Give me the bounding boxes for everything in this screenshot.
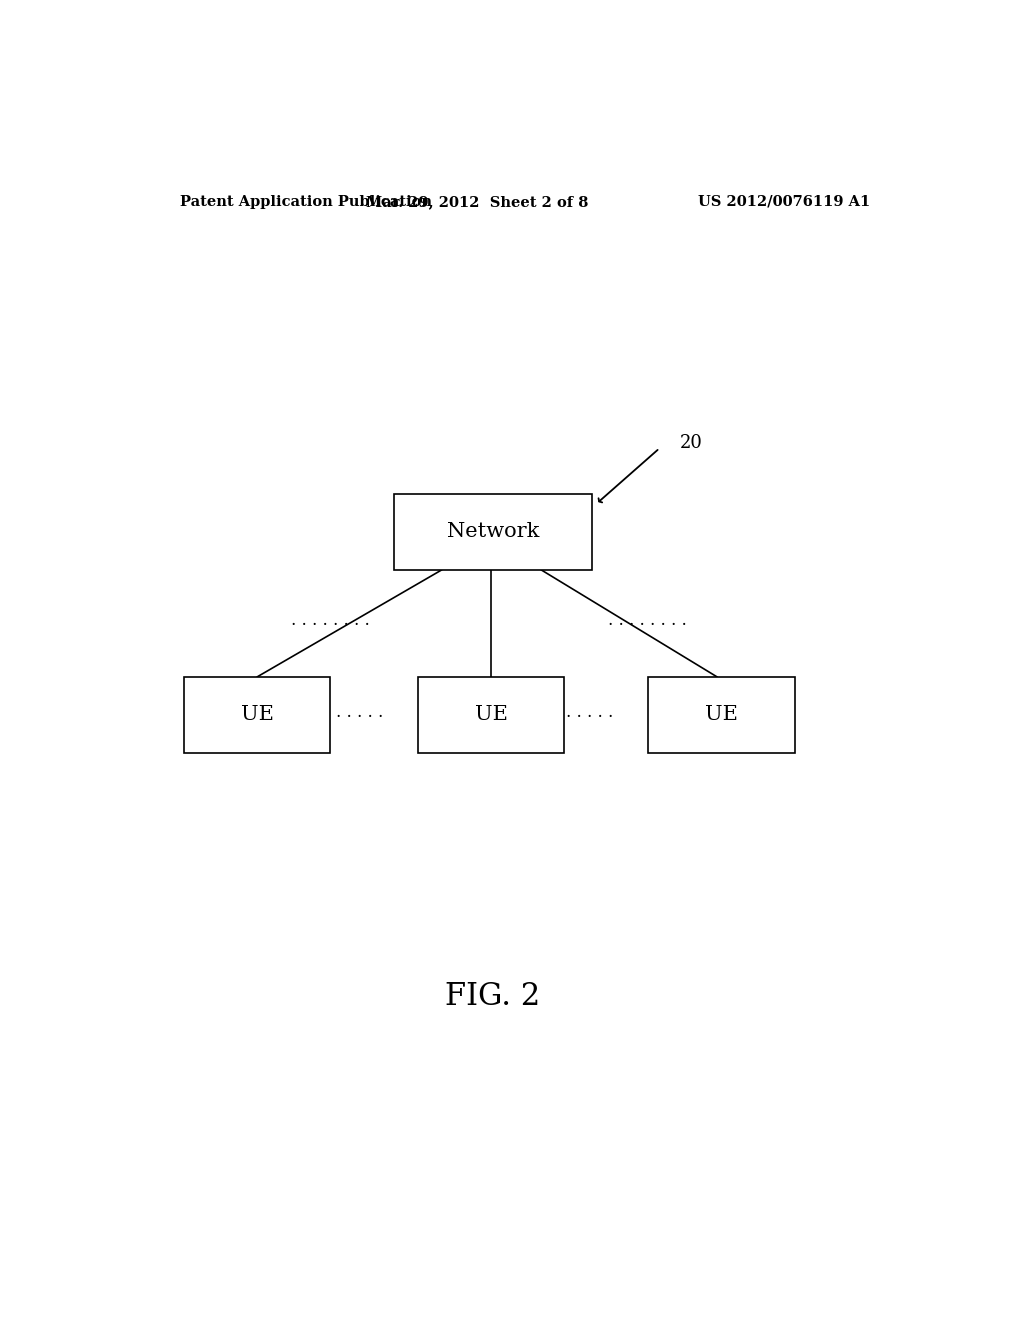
Text: UE: UE — [475, 705, 508, 725]
Text: US 2012/0076119 A1: US 2012/0076119 A1 — [697, 195, 870, 209]
Text: UE: UE — [241, 705, 273, 725]
Text: UE: UE — [705, 705, 737, 725]
Text: . . . . . . . .: . . . . . . . . — [608, 612, 687, 630]
Bar — [648, 677, 795, 752]
Text: . . . . .: . . . . . — [336, 704, 383, 721]
Text: . . . . .: . . . . . — [566, 704, 613, 721]
Text: Network: Network — [446, 523, 540, 541]
Bar — [183, 677, 331, 752]
Text: Mar. 29, 2012  Sheet 2 of 8: Mar. 29, 2012 Sheet 2 of 8 — [366, 195, 589, 209]
Text: FIG. 2: FIG. 2 — [445, 982, 541, 1012]
Text: . . . . . . . .: . . . . . . . . — [291, 612, 370, 630]
Bar — [418, 677, 564, 752]
Text: 20: 20 — [680, 434, 702, 451]
Bar — [394, 494, 592, 570]
Text: Patent Application Publication: Patent Application Publication — [179, 195, 431, 209]
